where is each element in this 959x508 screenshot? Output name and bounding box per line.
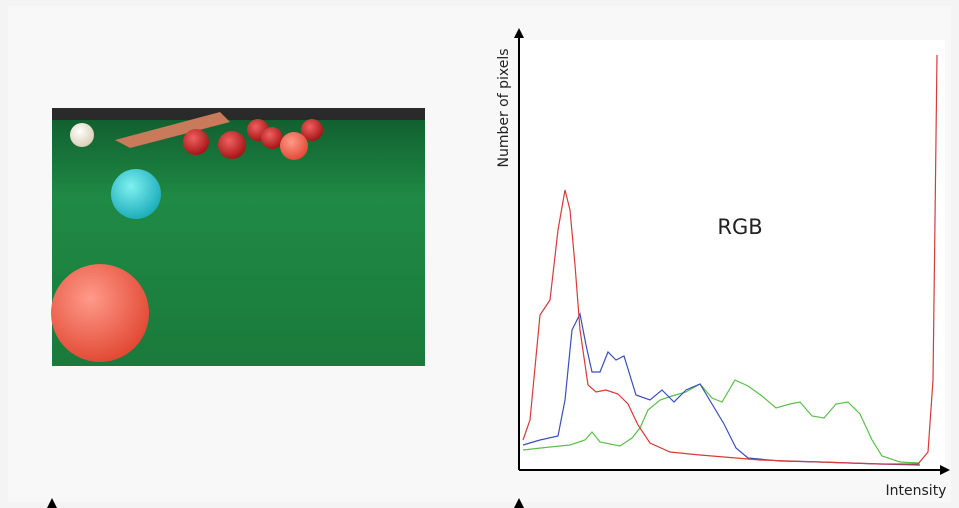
annotation: RGB (717, 215, 762, 239)
x-axis-label: Intensity (886, 483, 947, 499)
slide: Number of pixels RGB Intensity (0, 0, 959, 508)
y-axis-label: Number of pixels (496, 48, 512, 167)
histogram: Number of pixels RGB Intensity (496, 28, 950, 499)
page: {"histogram": {"y_axis_label": "Number o… (0, 0, 959, 508)
snooker-photo (51, 108, 425, 366)
